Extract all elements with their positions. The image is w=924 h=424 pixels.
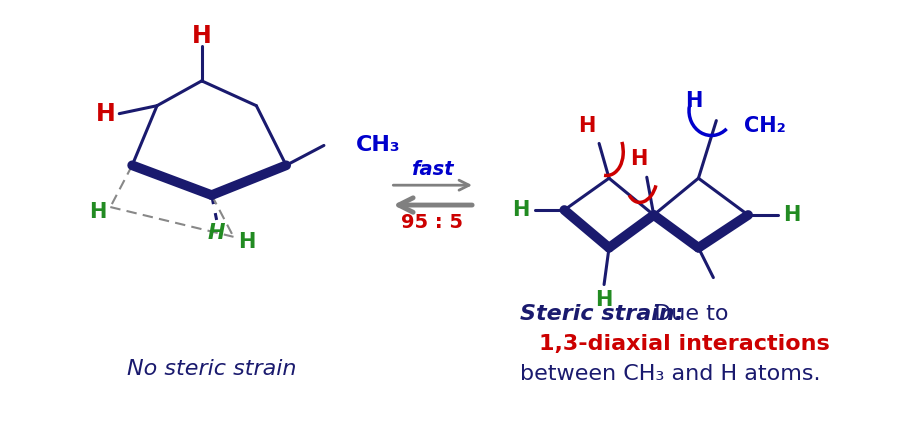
Text: H: H: [630, 149, 648, 169]
Text: H: H: [784, 205, 800, 225]
Text: H: H: [192, 24, 212, 48]
Text: H: H: [578, 116, 596, 136]
Text: CH₃: CH₃: [356, 135, 400, 156]
Text: CH₂: CH₂: [744, 116, 786, 136]
Text: between CH₃ and H atoms.: between CH₃ and H atoms.: [519, 364, 821, 384]
Text: H: H: [89, 202, 106, 222]
Text: H: H: [595, 290, 613, 310]
Text: H: H: [512, 200, 529, 220]
Text: Due to: Due to: [647, 304, 728, 324]
Text: No steric strain: No steric strain: [127, 359, 297, 379]
Text: Steric strain:: Steric strain:: [519, 304, 683, 324]
Text: H: H: [95, 102, 116, 126]
Text: H: H: [685, 91, 702, 111]
Text: H: H: [208, 223, 225, 243]
Text: 1,3-diaxial interactions: 1,3-diaxial interactions: [540, 334, 831, 354]
Text: 95 : 5: 95 : 5: [401, 213, 463, 232]
Text: H: H: [237, 232, 255, 252]
Text: fast: fast: [411, 160, 454, 179]
